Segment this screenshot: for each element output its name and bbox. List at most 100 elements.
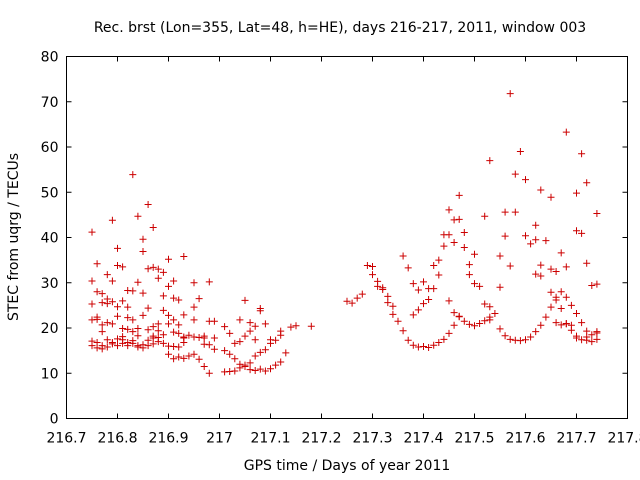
data-point <box>236 360 244 368</box>
data-point <box>221 323 229 331</box>
data-point <box>246 366 254 374</box>
data-point <box>170 355 178 363</box>
data-point <box>409 280 417 288</box>
data-point <box>384 299 392 307</box>
data-point <box>593 210 601 218</box>
data-point <box>165 282 172 290</box>
data-point <box>532 236 540 244</box>
data-point <box>165 255 172 263</box>
data-point <box>144 304 152 312</box>
data-point <box>129 337 137 345</box>
x-tick-label: 217.2 <box>301 431 341 447</box>
y-tick-label: 80 <box>41 50 59 66</box>
data-point <box>165 311 172 319</box>
data-point <box>562 128 570 136</box>
x-tick-label: 216.7 <box>46 431 86 447</box>
data-point <box>578 319 586 327</box>
data-point <box>471 280 478 288</box>
data-point <box>471 322 478 330</box>
data-point <box>175 321 183 329</box>
plot-frame <box>66 56 628 419</box>
data-point <box>552 296 560 304</box>
data-point <box>231 367 239 375</box>
data-point <box>573 310 580 318</box>
data-point <box>103 319 111 327</box>
data-point <box>129 171 137 179</box>
data-point <box>103 295 111 303</box>
data-point <box>170 294 178 302</box>
data-point <box>583 333 591 341</box>
data-point <box>573 332 580 340</box>
data-point <box>200 362 208 370</box>
data-point <box>562 320 570 328</box>
data-point <box>532 221 540 229</box>
data-point <box>516 148 524 156</box>
x-tick-label: 217 <box>206 431 233 447</box>
data-point <box>139 311 147 319</box>
data-point <box>374 282 382 290</box>
data-point <box>180 311 188 319</box>
data-point <box>175 329 183 337</box>
data-point <box>343 297 351 305</box>
data-point <box>506 335 514 343</box>
data-point <box>578 229 586 237</box>
data-point <box>98 299 106 307</box>
data-point <box>93 315 101 323</box>
data-point <box>583 179 591 187</box>
data-point <box>420 278 427 286</box>
data-point <box>246 319 254 327</box>
data-point <box>88 277 96 285</box>
data-point <box>363 262 371 270</box>
data-point <box>190 350 198 358</box>
data-point <box>103 343 111 351</box>
data-point <box>241 362 249 370</box>
data-point <box>450 238 458 246</box>
data-point <box>588 331 596 339</box>
data-point <box>236 316 244 324</box>
data-point <box>114 312 121 320</box>
data-point <box>108 338 116 346</box>
data-point <box>205 341 213 349</box>
data-point <box>190 279 198 287</box>
data-point <box>460 243 468 251</box>
data-point <box>114 262 121 270</box>
data-point <box>440 335 448 343</box>
data-point <box>251 367 259 375</box>
data-point <box>119 297 127 305</box>
data-point <box>486 303 494 311</box>
data-point <box>593 335 601 343</box>
data-point <box>129 287 137 295</box>
data-point <box>256 365 264 373</box>
data-point <box>537 186 545 194</box>
data-point <box>159 331 167 339</box>
data-point <box>93 260 101 268</box>
data-point <box>108 216 116 224</box>
data-point <box>557 321 565 329</box>
data-point <box>231 355 239 363</box>
data-point <box>292 322 300 330</box>
data-point <box>98 345 106 353</box>
data-point <box>175 353 183 361</box>
data-point <box>583 327 591 335</box>
data-point <box>573 227 580 235</box>
data-point <box>139 248 147 256</box>
data-point <box>455 191 463 199</box>
data-point <box>256 348 264 356</box>
data-point <box>506 90 514 98</box>
data-point <box>481 300 489 308</box>
data-point <box>522 232 529 240</box>
data-point <box>445 329 453 337</box>
data-point <box>124 338 132 346</box>
data-point <box>542 313 550 321</box>
x-tick-label: 217.6 <box>505 431 545 447</box>
data-point <box>129 316 137 324</box>
data-point <box>98 290 106 298</box>
data-point <box>114 303 121 311</box>
data-point <box>486 316 494 324</box>
data-point <box>588 281 596 289</box>
data-point <box>144 336 152 344</box>
x-tick-label: 217.3 <box>352 431 392 447</box>
data-point <box>98 328 106 336</box>
data-point <box>537 321 545 329</box>
x-tick-label: 217.5 <box>454 431 494 447</box>
